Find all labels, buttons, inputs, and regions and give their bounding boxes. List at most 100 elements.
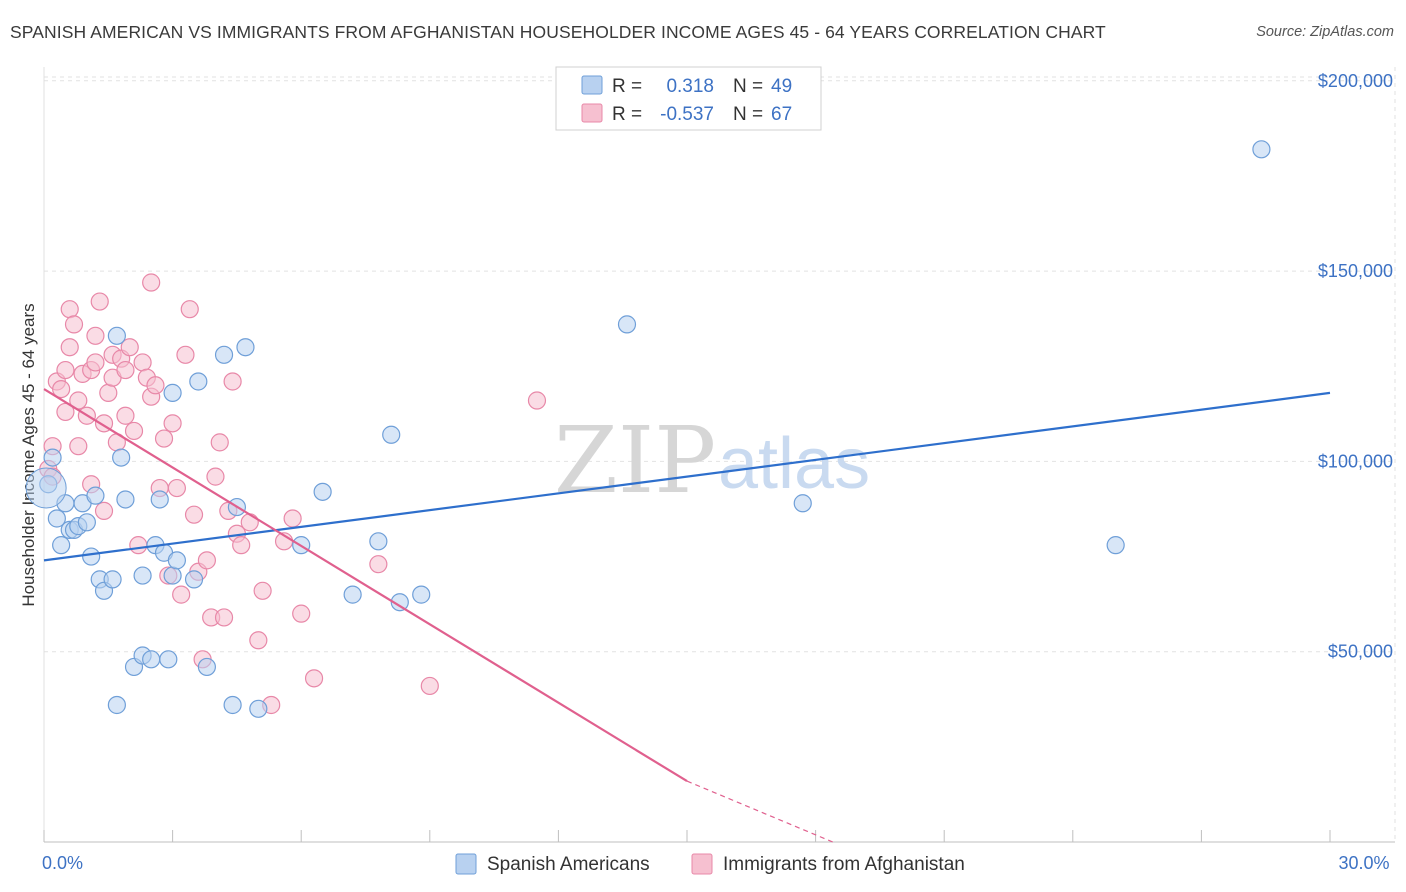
legend-swatch-blue [581, 75, 603, 95]
afghanistan-point [60, 338, 79, 357]
trendline-afghanistan-extension [686, 780, 833, 843]
afghanistan-point [172, 585, 191, 604]
y-tick-label: $150,000 [1318, 261, 1393, 281]
afghanistan-point [283, 509, 302, 528]
y-tick-labels: $50,000 $100,000 $150,000 $200,000 [1318, 71, 1393, 662]
spanish-american-point [47, 509, 66, 528]
spanish-american-point [793, 494, 812, 513]
afghanistan-point [223, 372, 242, 391]
spanish-american-point [43, 448, 62, 467]
legend-n-value-2: 67 [771, 104, 792, 125]
spanish-american-point [343, 585, 362, 604]
spanish-american-point [412, 585, 431, 604]
x-tick-label: 30.0% [1338, 853, 1389, 873]
spanish-american-point [1252, 140, 1271, 159]
afghanistan-point [214, 608, 234, 627]
legend-r-label-2: R = [612, 104, 642, 125]
series-legend: Spanish Americans Immigrants from Afghan… [455, 853, 965, 875]
afghanistan-point [120, 338, 139, 357]
afghanistan-point [197, 551, 216, 570]
afghanistan-point [129, 536, 148, 555]
afghanistan-point [94, 501, 114, 520]
afghanistan-point [146, 376, 165, 395]
spanish-american-point [77, 513, 96, 532]
spanish-american-point [163, 566, 182, 585]
afghanistan-point [249, 631, 268, 650]
spanish-american-point [159, 650, 178, 669]
legend-swatch-pink [581, 103, 603, 123]
bottom-legend-label-afghanistan: Immigrants from Afghanistan [723, 854, 965, 875]
spanish-american-point [167, 551, 186, 570]
spanish-american-point [313, 482, 332, 501]
afghanistan-point [86, 353, 105, 372]
afghanistan-point [180, 300, 199, 319]
afghanistan-point [527, 391, 547, 410]
afghanistan-point [56, 360, 75, 380]
y-tick-label: $50,000 [1328, 642, 1393, 662]
spanish-american-point [82, 547, 101, 566]
legend-n-label-2: N = [733, 104, 763, 125]
spanish-american-point [369, 532, 388, 551]
afghanistan-point [304, 669, 324, 688]
spanish-american-point [617, 315, 637, 334]
afghanistan-point [292, 604, 311, 623]
spanish-american-point [390, 593, 409, 612]
spanish-american-point [107, 695, 126, 715]
spanish-american-point [52, 536, 71, 555]
bottom-legend-swatch-blue [455, 853, 477, 875]
afghanistan-point [240, 513, 259, 532]
spanish-american-point [197, 657, 216, 677]
bottom-legend-label-spanish-americans: Spanish Americans [487, 854, 650, 875]
spanish-american-point [133, 566, 152, 585]
y-tick-label: $100,000 [1318, 451, 1393, 471]
spanish-american-point [116, 490, 135, 509]
chart-title: SPANISH AMERICAN VS IMMIGRANTS FROM AFGH… [10, 22, 1106, 42]
afghanistan-point [116, 360, 135, 380]
spanish-american-point [189, 372, 208, 391]
spanish-american-point-cluster [25, 467, 67, 509]
afghanistan-point [142, 273, 161, 292]
correlation-legend: R = 0.318 N = 49 R = -0.537 N = 67 [555, 66, 822, 131]
trendline-afghanistan [43, 388, 688, 783]
spanish-american-point [214, 345, 234, 364]
legend-n-value-1: 49 [771, 76, 792, 97]
afghanistan-point [86, 326, 105, 345]
spanish-american-point [249, 699, 268, 718]
y-tick-label: $200,000 [1318, 71, 1393, 91]
afghanistan-point [206, 467, 225, 486]
afghanistan-point [52, 379, 71, 399]
spanish-american-point [86, 486, 105, 505]
spanish-american-point [103, 570, 122, 589]
afghanistan-point [167, 478, 186, 498]
afghanistan-point [69, 437, 88, 456]
watermark: ZIP atlas [554, 407, 870, 514]
spanish-american-point [142, 650, 161, 669]
spanish-american-point [1106, 536, 1125, 555]
bottom-legend-swatch-pink [691, 853, 713, 875]
spanish-american-point [163, 383, 182, 402]
legend-r-label-1: R = [612, 76, 642, 97]
afghanistan-point [232, 536, 251, 555]
afghanistan-point [124, 421, 144, 441]
legend-n-label-1: N = [733, 76, 763, 97]
afghanistan-point [210, 433, 229, 452]
trendline-spanish-americans [43, 391, 1331, 562]
legend-r-value-1: 0.318 [666, 76, 714, 97]
x-tick-label: 0.0% [42, 853, 83, 873]
watermark-atlas: atlas [718, 424, 870, 504]
y-axis-label: Householder Income Ages 45 - 64 years [19, 303, 38, 606]
watermark-zip: ZIP [554, 407, 716, 514]
legend-r-value-2: -0.537 [660, 104, 714, 125]
trendlines [43, 388, 1331, 843]
spanish-american-point [223, 695, 242, 715]
afghanistan-point [99, 383, 118, 402]
spanish-american-point [184, 570, 204, 589]
afghanistan-point [369, 555, 388, 574]
spanish-american-point [236, 338, 255, 357]
afghanistan-point [176, 345, 195, 364]
axes [43, 67, 1395, 843]
series-spanish-american-points [25, 140, 1271, 718]
afghanistan-point [133, 353, 152, 372]
spanish-american-point [107, 326, 126, 345]
